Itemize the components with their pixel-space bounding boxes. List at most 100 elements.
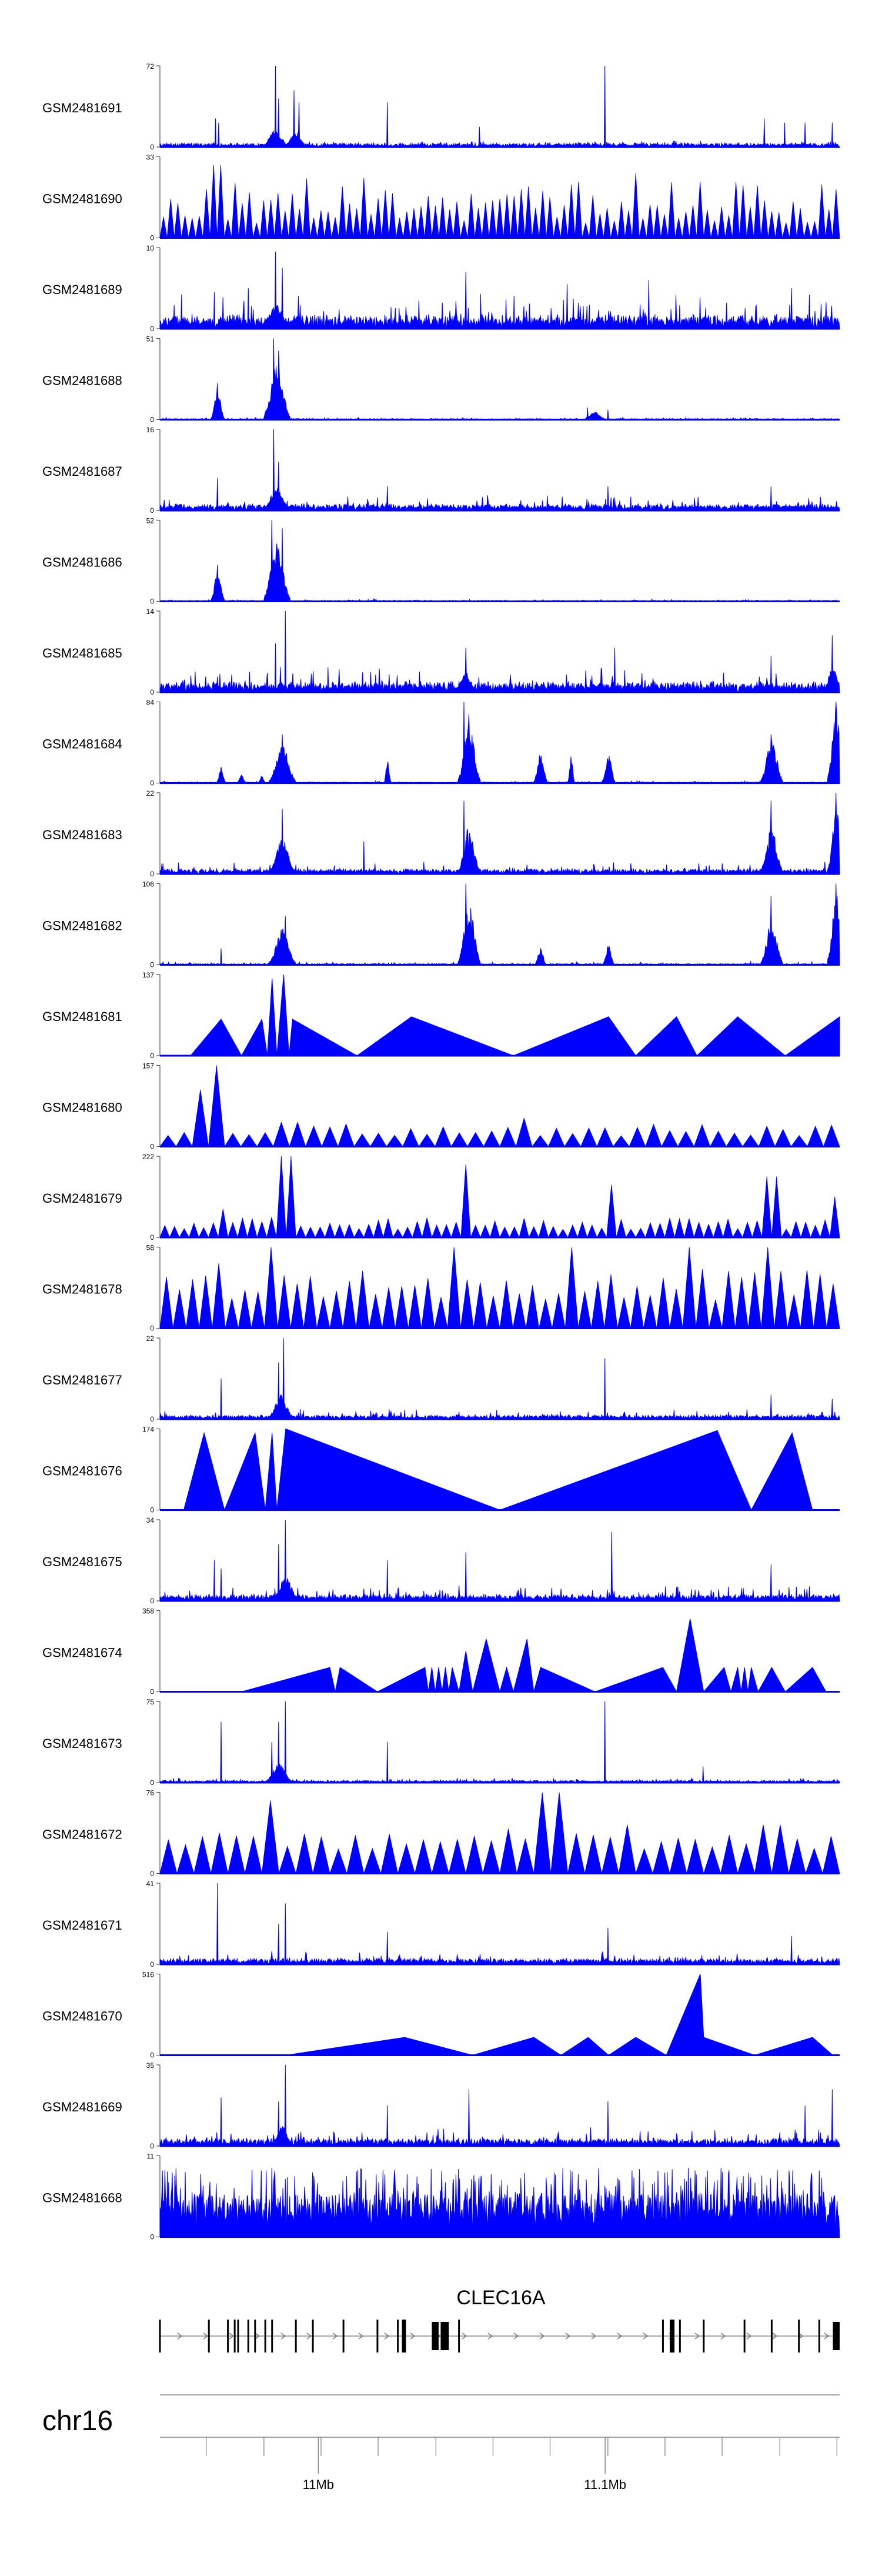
y-max-label: 174 xyxy=(142,1426,154,1434)
y-max-label: 41 xyxy=(146,1880,155,1888)
coverage-area xyxy=(159,1701,840,1784)
exon xyxy=(264,2320,266,2353)
y-max-label: 10 xyxy=(146,244,155,252)
y-max-label: 14 xyxy=(146,608,155,616)
strand-arrow xyxy=(358,2333,364,2340)
y-max-label: 222 xyxy=(142,1153,154,1161)
gene-model xyxy=(159,2320,840,2353)
exon-block xyxy=(833,2322,840,2350)
track-label: GSM2481679 xyxy=(42,1191,122,1206)
y-max-label: 34 xyxy=(146,1516,155,1524)
coverage-area xyxy=(285,1974,834,2056)
y-max-label: 76 xyxy=(146,1789,155,1797)
coverage-area xyxy=(159,251,840,329)
strand-arrow xyxy=(539,2333,545,2340)
y-max-label: 22 xyxy=(146,789,155,798)
exon xyxy=(237,2320,239,2353)
coverage-area xyxy=(159,520,840,602)
y-max-label: 137 xyxy=(142,971,154,979)
coverage-area xyxy=(159,2064,840,2147)
y-min-label: 0 xyxy=(150,325,154,333)
coverage-area xyxy=(159,1792,840,1875)
coverage-area xyxy=(159,165,840,238)
strand-arrow xyxy=(177,2333,183,2340)
y-max-label: 58 xyxy=(146,1244,155,1252)
strand-arrow xyxy=(229,2333,235,2340)
strand-arrow xyxy=(824,2333,830,2340)
track: GSM2481690 33 0 xyxy=(42,154,840,242)
exon-block xyxy=(432,2322,439,2350)
track-label: GSM2481687 xyxy=(42,464,122,479)
y-max-label: 11 xyxy=(147,2153,155,2161)
y-max-label: 106 xyxy=(142,880,154,889)
track-label: GSM2481671 xyxy=(42,1918,122,1933)
track-label: GSM2481688 xyxy=(42,373,122,388)
strand-arrow xyxy=(591,2333,597,2340)
exon xyxy=(227,2320,229,2353)
coverage-area xyxy=(159,610,840,693)
strand-arrow xyxy=(410,2333,416,2340)
strand-arrow xyxy=(487,2333,493,2340)
coverage-area xyxy=(159,338,840,421)
exon xyxy=(233,2320,236,2353)
y-min-label: 0 xyxy=(150,779,154,788)
strand-arrow xyxy=(694,2333,700,2340)
track-label: GSM2481690 xyxy=(42,192,122,206)
exon xyxy=(271,2320,273,2353)
coverage-area xyxy=(183,1428,813,1511)
y-min-label: 0 xyxy=(150,1143,154,1151)
strand-arrow xyxy=(643,2333,649,2340)
track-label: GSM2481685 xyxy=(42,646,122,660)
y-min-label: 0 xyxy=(150,961,154,969)
exon xyxy=(770,2320,773,2353)
strand-arrow xyxy=(332,2333,338,2340)
track: GSM2481687 16 0 xyxy=(42,426,840,515)
strand-arrow xyxy=(462,2333,467,2340)
exon xyxy=(703,2320,705,2353)
exon xyxy=(397,2320,399,2353)
coverage-area xyxy=(241,1619,827,1693)
y-max-label: 33 xyxy=(146,154,155,162)
track-label: GSM2481672 xyxy=(42,1827,122,1842)
track: GSM2481677 22 0 xyxy=(42,1334,840,1423)
y-min-label: 0 xyxy=(150,143,154,151)
strand-arrow xyxy=(280,2333,286,2340)
strand-arrow xyxy=(772,2333,778,2340)
y-min-label: 0 xyxy=(150,2142,154,2150)
track: GSM2481683 22 0 xyxy=(42,789,840,878)
coverage-area xyxy=(159,792,840,875)
y-max-label: 84 xyxy=(146,699,155,707)
y-max-label: 52 xyxy=(146,517,155,525)
strand-arrow xyxy=(384,2333,390,2340)
exon xyxy=(312,2320,314,2353)
exon xyxy=(254,2320,256,2353)
strand-arrow xyxy=(720,2333,726,2340)
track: GSM2481671 41 0 xyxy=(42,1880,840,1968)
track: GSM2481679 222 0 xyxy=(42,1153,840,1242)
y-max-label: 75 xyxy=(146,1698,155,1706)
coverage-area xyxy=(159,883,840,966)
gene-name-label: CLEC16A xyxy=(456,2287,546,2309)
track-label: GSM2481675 xyxy=(42,1554,122,1569)
track: GSM2481670 516 0 xyxy=(42,1971,840,2060)
major-tick-label: 11Mb xyxy=(303,2477,334,2492)
y-max-label: 516 xyxy=(142,1971,154,1979)
exon xyxy=(295,2320,297,2353)
track-label: GSM2481668 xyxy=(42,2191,122,2205)
coverage-area xyxy=(159,1247,840,1329)
coverage-area xyxy=(159,702,840,784)
track: GSM2481681 137 0 xyxy=(42,971,840,1060)
exon xyxy=(679,2320,681,2353)
coverage-area xyxy=(159,1883,840,1965)
strand-arrow xyxy=(255,2333,260,2340)
track: GSM2481680 157 0 xyxy=(42,1062,840,1151)
track-label: GSM2481680 xyxy=(42,1100,122,1115)
coverage-area xyxy=(159,1519,840,1602)
track: GSM2481678 58 0 xyxy=(42,1244,840,1333)
exon xyxy=(458,2320,460,2353)
coverage-area xyxy=(159,1337,840,1420)
y-min-label: 0 xyxy=(150,1597,154,1605)
track-label: GSM2481689 xyxy=(42,282,122,297)
track: GSM2481674 358 0 xyxy=(42,1607,840,1696)
track: GSM2481668 11 0 xyxy=(42,2153,840,2241)
